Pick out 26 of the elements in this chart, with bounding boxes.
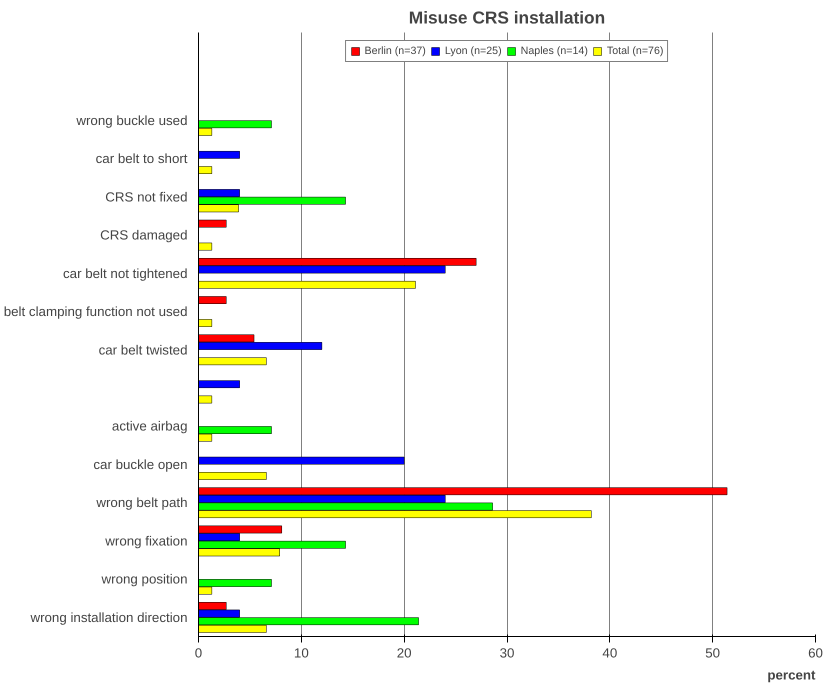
y-tick-label: CRS damaged — [100, 228, 188, 243]
y-tick-label: wrong fixation — [104, 533, 188, 548]
x-tick-label: 60 — [808, 646, 823, 660]
y-tick-label: active airbag — [112, 418, 188, 434]
y-tick-label: wrong position — [100, 572, 188, 587]
legend-label: Lyon (n=25) — [444, 45, 502, 57]
legend-label: Naples (n=14) — [520, 45, 588, 57]
y-tick-label: belt clamping function not used — [4, 304, 188, 320]
y-tick-label: car belt not tightened — [63, 266, 188, 281]
chart-title: Misuse CRS installation — [408, 8, 606, 28]
y-tick-label: wrong buckle used — [75, 112, 188, 128]
y-tick-label: car belt twisted — [98, 342, 188, 358]
x-tick-label: 40 — [602, 646, 618, 660]
x-tick-label: 30 — [500, 646, 514, 660]
x-tick-label: 20 — [396, 646, 412, 660]
y-tick-label: wrong installation direction — [29, 610, 188, 625]
y-tick-label: car buckle open — [93, 456, 188, 472]
legend-label: Total (n=76) — [606, 45, 664, 57]
y-tick-label: wrong belt path — [95, 495, 188, 510]
x-axis-title: percent — [767, 668, 816, 682]
y-tick-label: CRS not fixed — [105, 189, 188, 204]
legend-label: Berlin (n=37) — [364, 45, 426, 57]
x-tick-label: 10 — [294, 646, 309, 660]
y-tick-label: car belt to short — [96, 151, 188, 166]
x-tick-label: 50 — [705, 646, 720, 660]
x-tick-label: 0 — [194, 646, 202, 660]
